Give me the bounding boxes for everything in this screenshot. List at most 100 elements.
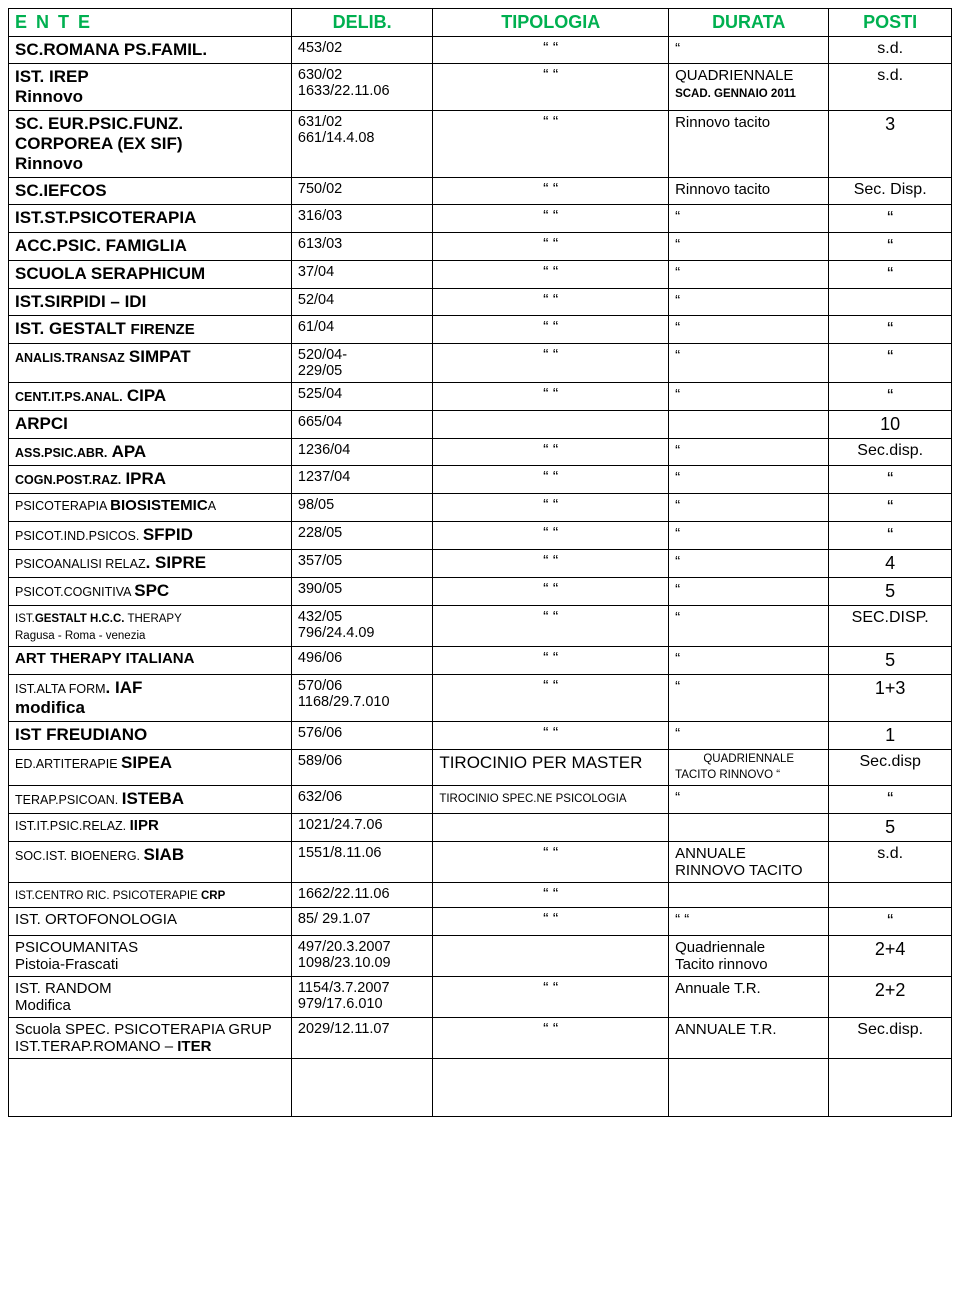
cell-durata: “ — [669, 578, 829, 606]
cell-tipologia: “ “ — [433, 842, 669, 883]
cell-posti: “ — [829, 466, 952, 494]
cell-posti: “ — [829, 344, 952, 383]
cell-ente: ARPCI — [9, 411, 292, 439]
cell-tipologia: “ “ — [433, 550, 669, 578]
cell-tipologia: “ “ — [433, 578, 669, 606]
cell-durata: Rinnovo tacito — [669, 111, 829, 178]
cell-delib: 1237/04 — [291, 466, 432, 494]
cell-posti: 1 — [829, 722, 952, 750]
cell-tipologia: “ “ — [433, 606, 669, 647]
table-row: ARPCI665/0410 — [9, 411, 952, 439]
cell-durata: “ — [669, 37, 829, 64]
cell-durata: QUADRIENNALETACITO RINNOVO “ — [669, 750, 829, 786]
cell-delib: 750/02 — [291, 178, 432, 205]
table-row: IST.CENTRO RIC. PSICOTERAPIE CRP1662/22.… — [9, 883, 952, 908]
cell-tipologia: “ “ — [433, 37, 669, 64]
cell-delib: 525/04 — [291, 383, 432, 411]
cell-durata — [669, 1059, 829, 1117]
cell-tipologia: “ “ — [433, 675, 669, 722]
cell-posti — [829, 883, 952, 908]
cell-tipologia: “ “ — [433, 233, 669, 261]
cell-delib: 570/061168/29.7.010 — [291, 675, 432, 722]
cell-tipologia — [433, 814, 669, 842]
cell-delib — [291, 1059, 432, 1117]
table-row: IST FREUDIANO576/06“ ““1 — [9, 722, 952, 750]
table-row: PSICOANALISI RELAZ. SIPRE357/05“ ““4 — [9, 550, 952, 578]
cell-posti: “ — [829, 205, 952, 233]
cell-durata: “ — [669, 550, 829, 578]
cell-tipologia: “ “ — [433, 522, 669, 550]
table-row: ASS.PSIC.ABR. APA1236/04“ ““Sec.disp. — [9, 439, 952, 466]
cell-ente: PSICOT.IND.PSICOS. SFPID — [9, 522, 292, 550]
cell-ente: COGN.POST.RAZ. IPRA — [9, 466, 292, 494]
table-row: SC.ROMANA PS.FAMIL.453/02“ ““s.d. — [9, 37, 952, 64]
cell-durata: “ — [669, 233, 829, 261]
table-row: SOC.IST. BIOENERG. SIAB1551/8.11.06“ “AN… — [9, 842, 952, 883]
cell-posti: 4 — [829, 550, 952, 578]
cell-tipologia: “ “ — [433, 64, 669, 111]
cell-tipologia: TIROCINIO PER MASTER — [433, 750, 669, 786]
cell-durata: Rinnovo tacito — [669, 178, 829, 205]
cell-posti: 2+2 — [829, 977, 952, 1018]
cell-posti — [829, 289, 952, 316]
table-row: IST.IT.PSIC.RELAZ. IIPR1021/24.7.065 — [9, 814, 952, 842]
table-row: IST. IREPRinnovo630/021633/22.11.06“ “QU… — [9, 64, 952, 111]
cell-posti: 5 — [829, 647, 952, 675]
cell-delib: 357/05 — [291, 550, 432, 578]
header-posti: POSTI — [829, 9, 952, 37]
cell-ente: PSICOTERAPIA BIOSISTEMICA — [9, 494, 292, 522]
cell-durata: “ — [669, 261, 829, 289]
cell-posti: “ — [829, 494, 952, 522]
cell-ente: TERAP.PSICOAN. ISTEBA — [9, 786, 292, 814]
cell-tipologia: “ “ — [433, 316, 669, 344]
cell-tipologia: “ “ — [433, 178, 669, 205]
cell-posti: s.d. — [829, 37, 952, 64]
cell-durata: “ — [669, 675, 829, 722]
cell-ente: IST.IT.PSIC.RELAZ. IIPR — [9, 814, 292, 842]
cell-tipologia: “ “ — [433, 205, 669, 233]
cell-delib: 1021/24.7.06 — [291, 814, 432, 842]
cell-posti: SEC.DISP. — [829, 606, 952, 647]
table-row: ED.ARTITERAPIE SIPEA589/06TIROCINIO PER … — [9, 750, 952, 786]
cell-tipologia: “ “ — [433, 494, 669, 522]
cell-delib: 390/05 — [291, 578, 432, 606]
header-ente: E N T E — [9, 9, 292, 37]
cell-delib: 1662/22.11.06 — [291, 883, 432, 908]
cell-posti: “ — [829, 233, 952, 261]
cell-ente: IST.ST.PSICOTERAPIA — [9, 205, 292, 233]
cell-delib: 453/02 — [291, 37, 432, 64]
table-row: SC. EUR.PSIC.FUNZ.CORPOREA (EX SIF)Rinno… — [9, 111, 952, 178]
cell-durata: “ — [669, 289, 829, 316]
table-row: PSICOUMANITASPistoia-Frascati497/20.3.20… — [9, 936, 952, 977]
cell-delib: 98/05 — [291, 494, 432, 522]
cell-posti: Sec.disp. — [829, 1018, 952, 1059]
table-row: Scuola SPEC. PSICOTERAPIA GRUPIST.TERAP.… — [9, 1018, 952, 1059]
cell-delib: 613/03 — [291, 233, 432, 261]
cell-ente: IST.CENTRO RIC. PSICOTERAPIE CRP — [9, 883, 292, 908]
cell-ente — [9, 1059, 292, 1117]
cell-posti: 1+3 — [829, 675, 952, 722]
cell-delib: 432/05796/24.4.09 — [291, 606, 432, 647]
cell-tipologia: TIROCINIO SPEC.NE PSICOLOGIA — [433, 786, 669, 814]
header-row: E N T E DELIB. TIPOLOGIA DURATA POSTI — [9, 9, 952, 37]
cell-ente: IST. ORTOFONOLOGIA — [9, 908, 292, 936]
table-row: IST.GESTALT H.C.C. THERAPYRagusa - Roma … — [9, 606, 952, 647]
cell-posti: Sec.disp — [829, 750, 952, 786]
cell-durata: Annuale T.R. — [669, 977, 829, 1018]
cell-tipologia — [433, 1059, 669, 1117]
cell-posti: s.d. — [829, 842, 952, 883]
table-row: TERAP.PSICOAN. ISTEBA632/06TIROCINIO SPE… — [9, 786, 952, 814]
table-row: ART THERAPY ITALIANA496/06“ ““5 — [9, 647, 952, 675]
cell-posti: “ — [829, 908, 952, 936]
table-row: IST. GESTALT FIRENZE61/04“ “““ — [9, 316, 952, 344]
table-body: SC.ROMANA PS.FAMIL.453/02“ ““s.d.IST. IR… — [9, 37, 952, 1117]
cell-durata: “ — [669, 466, 829, 494]
cell-delib: 85/ 29.1.07 — [291, 908, 432, 936]
cell-posti: 3 — [829, 111, 952, 178]
cell-tipologia: “ “ — [433, 908, 669, 936]
cell-delib: 228/05 — [291, 522, 432, 550]
cell-posti: “ — [829, 261, 952, 289]
cell-durata: “ “ — [669, 908, 829, 936]
cell-durata: “ — [669, 786, 829, 814]
cell-ente: PSICOUMANITASPistoia-Frascati — [9, 936, 292, 977]
